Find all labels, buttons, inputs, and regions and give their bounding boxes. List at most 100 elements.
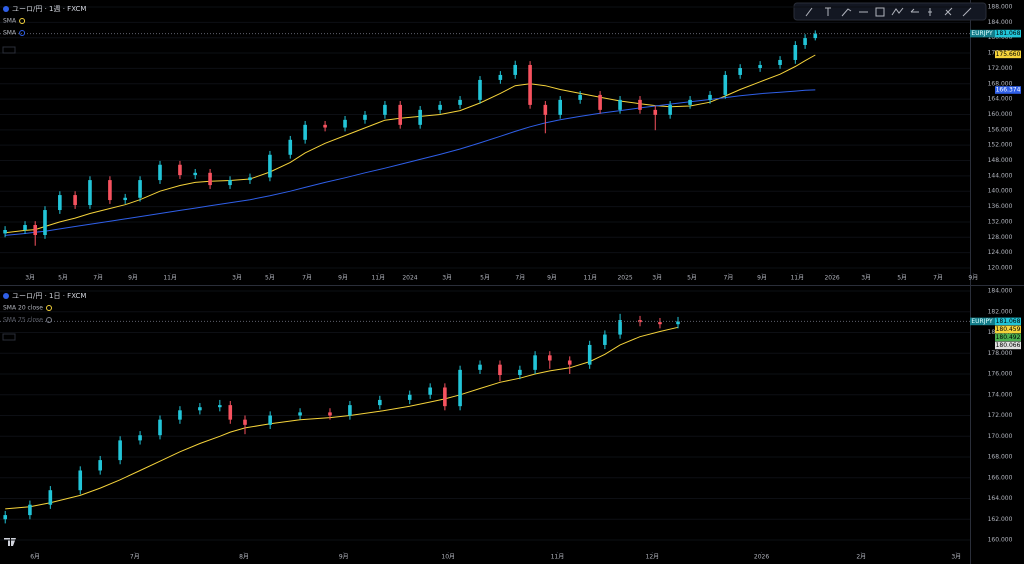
y-tick-label: 184.000 [988,288,1013,295]
legend-swatch[interactable] [46,305,52,311]
price-tag [995,50,1021,59]
measure-tool[interactable] [944,7,953,16]
x-tick-label: 7月 [130,554,140,561]
candle-body [268,154,272,178]
candle-body [803,38,807,45]
candle-body [758,64,762,69]
cursor-tool[interactable] [928,8,932,16]
symbol-icon [3,293,9,299]
collapse-button[interactable] [2,46,16,54]
candle-body [813,33,818,39]
arrow-tool[interactable] [910,8,919,13]
candle-body [28,504,32,516]
legend-label: SMA [3,30,17,37]
candle-body [378,399,382,406]
candle-body [528,64,532,105]
candle-body [138,180,142,198]
candle-body [708,94,712,100]
x-tick-label: 9月 [547,275,557,282]
candle-body [418,109,422,125]
price-tag-label: 181.068 [996,318,1021,325]
pen-tool[interactable] [841,8,852,17]
candle-body [603,334,607,345]
candle-body [363,114,367,120]
path-tool[interactable] [891,7,904,16]
price-tag [995,333,1021,342]
panel-title: ユーロ/円 · 1週 · FXCM [12,4,86,13]
candle-body [676,321,680,325]
candle-body [638,320,642,323]
y-tick-label: 168.000 [988,454,1013,461]
candle-body [98,460,102,471]
y-tick-label: 120.000 [988,265,1013,272]
y-tick-label: 136.000 [988,203,1013,210]
candle-body [458,369,462,407]
x-tick-label: 7月 [302,275,312,282]
x-tick-label: 12月 [646,554,660,561]
y-tick-label: 140.000 [988,188,1013,195]
x-tick-label: 9月 [968,275,978,282]
x-tick-label: 9月 [339,554,349,561]
candle-body [248,177,252,181]
x-tick-label: 7月 [93,275,103,282]
text-tool[interactable] [825,7,831,16]
candle-body [587,344,592,365]
x-tick-label: 5月 [58,275,68,282]
candle-body [298,412,302,416]
x-tick-label: 3月 [861,275,871,282]
y-tick-label: 152.000 [988,142,1013,149]
y-tick-label: 148.000 [988,157,1013,164]
y-tick-label: 180.000 [988,34,1013,41]
candle-body [498,74,503,80]
x-tick-label: 2026 [824,275,839,282]
x-tick-label: 8月 [239,554,249,561]
legend-label: SMA 75 close [3,317,43,324]
legend-label: SMA [3,18,17,25]
candle-body [407,394,412,400]
candle-body [88,180,92,206]
candle-body [73,195,77,206]
y-tick-label: 182.000 [988,308,1013,315]
symbol-tag-label: EURJPY [971,30,993,37]
candle-body [3,515,8,520]
candle-body [653,109,658,115]
candle-body [398,104,402,125]
symbol-tag-label: EURJPY [971,318,993,325]
price-tag [995,325,1021,334]
legend-swatch[interactable] [46,317,52,323]
candle-body [658,322,662,325]
candle-body [228,180,232,186]
x-tick-label: 2024 [402,275,417,282]
x-tick-label: 2026 [754,554,769,561]
candle-body [158,419,162,436]
candle-body [328,412,332,416]
price-tag [995,341,1021,350]
legend-swatch[interactable] [19,30,26,36]
x-tick-label: 7月 [724,275,734,282]
y-tick-label: 178.000 [988,350,1013,357]
candle-body [458,99,462,105]
candle-body [208,172,212,186]
candle-body [178,164,182,176]
brush-tool[interactable] [805,7,813,17]
collapse-button[interactable] [2,333,16,341]
candle-body [138,435,142,441]
candle-body [33,225,38,235]
candle-body [518,369,522,376]
sma-line [5,89,816,236]
x-tick-label: 3月 [25,275,35,282]
candle-body [123,197,127,201]
candle-body [48,490,53,505]
legend-swatch[interactable] [19,18,26,24]
trend-tool[interactable] [962,7,972,17]
rect-tool[interactable] [875,7,885,17]
x-tick-label: 2025 [617,275,632,282]
candle-body [578,94,582,100]
legend-label: SMA 20 close [3,305,43,312]
x-tick-label: 9月 [128,275,138,282]
x-tick-label: 11月 [790,275,804,282]
x-tick-label: 5月 [480,275,490,282]
x-tick-label: 3月 [232,275,242,282]
sma-line [5,326,679,510]
candle-body [158,164,162,181]
